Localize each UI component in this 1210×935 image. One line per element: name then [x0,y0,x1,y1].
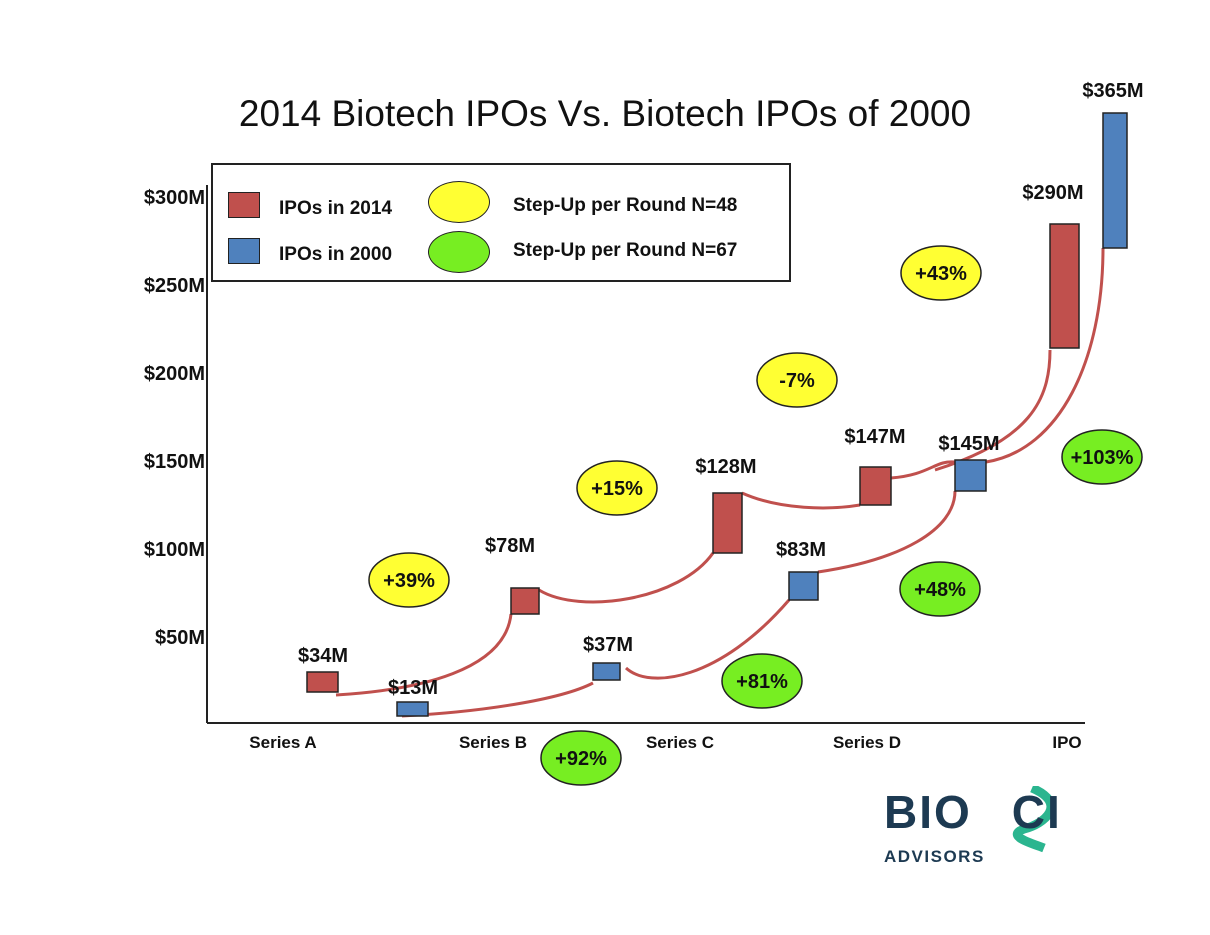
data-label: $78M [485,535,535,557]
data-label: $83M [776,539,826,561]
logo-sub-text: ADVISORS [884,847,985,866]
bar-2014-0 [306,671,339,693]
x-tick-label: Series D [833,733,901,752]
bar-2000-1 [592,662,621,681]
step-up-ellipse [721,653,803,709]
legend-swatch-2014 [228,192,260,218]
bar-2014-1 [510,587,540,615]
legend-label-2000: IPOs in 2000 [279,244,393,265]
connector-curve [817,490,957,574]
y-tick-label: $250M [144,275,205,297]
y-tick-label: $200M [144,363,205,385]
connector-curve [934,349,1052,472]
step-up-label: +92% [555,748,607,770]
bar-2014-4 [1049,223,1080,349]
connector-curve [624,599,791,680]
data-label: $365M [1082,80,1143,102]
step-up-label: +48% [914,579,966,601]
step-up-ellipse [1061,429,1143,485]
y-tick-label: $100M [144,539,205,561]
bar-2000-0 [396,701,429,717]
bar-2014-2 [712,492,743,554]
y-tick-label: $150M [144,451,205,473]
bar-2014-3 [859,466,892,506]
legend-label-stepup-48: Step-Up per Round N=48 [513,195,738,216]
y-tick-label: $50M [155,627,205,649]
step-up-label: +39% [383,570,435,592]
legend: IPOs in 2014 IPOs in 2000 Step-Up per Ro… [211,163,791,282]
dna-helix-icon [1012,786,1056,853]
data-label: $145M [938,433,999,455]
legend-label-stepup-67: Step-Up per Round N=67 [513,240,738,261]
data-label: $37M [583,634,633,656]
y-tick-label: $300M [144,187,205,209]
step-up-label: +15% [591,478,643,500]
step-up-ellipse [540,730,622,786]
step-up-label: +103% [1071,447,1134,469]
bar-2000-3 [954,459,987,492]
connector-curve [401,681,594,718]
data-label: $290M [1022,182,1083,204]
bar-2000-4 [1102,112,1128,249]
connector-curve [985,247,1105,464]
legend-label-2014: IPOs in 2014 [279,198,393,219]
step-up-ellipse [899,561,981,617]
data-label: $13M [388,677,438,699]
connector-curve [335,613,513,697]
step-up-ellipse [756,352,838,408]
connector-curve [741,491,861,510]
chart-title: 2014 Biotech IPOs Vs. Biotech IPOs of 20… [238,93,972,134]
data-label: $34M [298,645,348,667]
data-label: $128M [695,456,756,478]
x-tick-label: IPO [1052,733,1081,752]
legend-ellipse-green [428,231,490,273]
logo-main-text: BIO CI [884,786,1062,838]
legend-swatch-2000 [228,238,260,264]
step-up-label: +81% [736,671,788,693]
step-up-ellipse [576,460,658,516]
step-up-label: +43% [915,263,967,285]
bar-2000-2 [788,571,819,601]
x-tick-label: Series B [459,733,527,752]
step-up-ellipse [900,245,982,301]
connector-curve [538,552,715,604]
step-up-ellipse [368,552,450,608]
x-tick-label: Series A [249,733,316,752]
connector-curve [890,460,956,480]
x-tick-label: Series C [646,733,714,752]
data-label: $147M [844,426,905,448]
step-up-label: -7% [779,370,815,392]
biosci-logo: BIO CI ADVISORS [884,786,1062,866]
legend-ellipse-yellow [428,181,490,223]
